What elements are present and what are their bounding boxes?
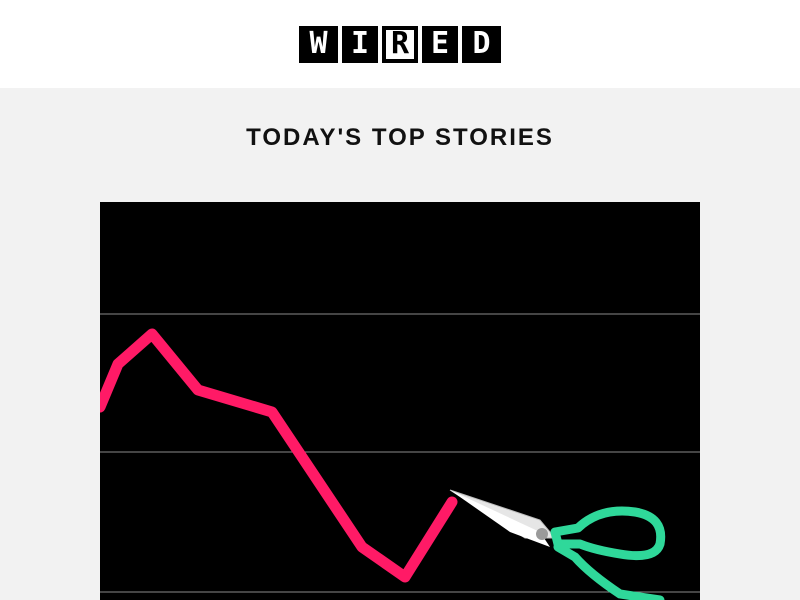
main-content: TODAY'S TOP STORIES	[0, 88, 800, 600]
logo-letter-w: W	[299, 25, 338, 63]
email-header: W I R E D	[0, 0, 800, 88]
hero-image-link[interactable]	[100, 202, 700, 600]
logo-letter-r: R	[382, 25, 418, 63]
logo-letter-i: I	[342, 25, 378, 63]
falling-trend-line	[100, 328, 458, 583]
hero-background	[100, 202, 700, 600]
logo-letter-d: D	[462, 25, 501, 63]
scissors-icon	[449, 489, 666, 600]
wired-logo[interactable]: W I R E D	[299, 25, 501, 63]
logo-letter-e: E	[422, 25, 458, 63]
section-title: TODAY'S TOP STORIES	[246, 124, 554, 151]
hero-illustration	[100, 202, 700, 600]
